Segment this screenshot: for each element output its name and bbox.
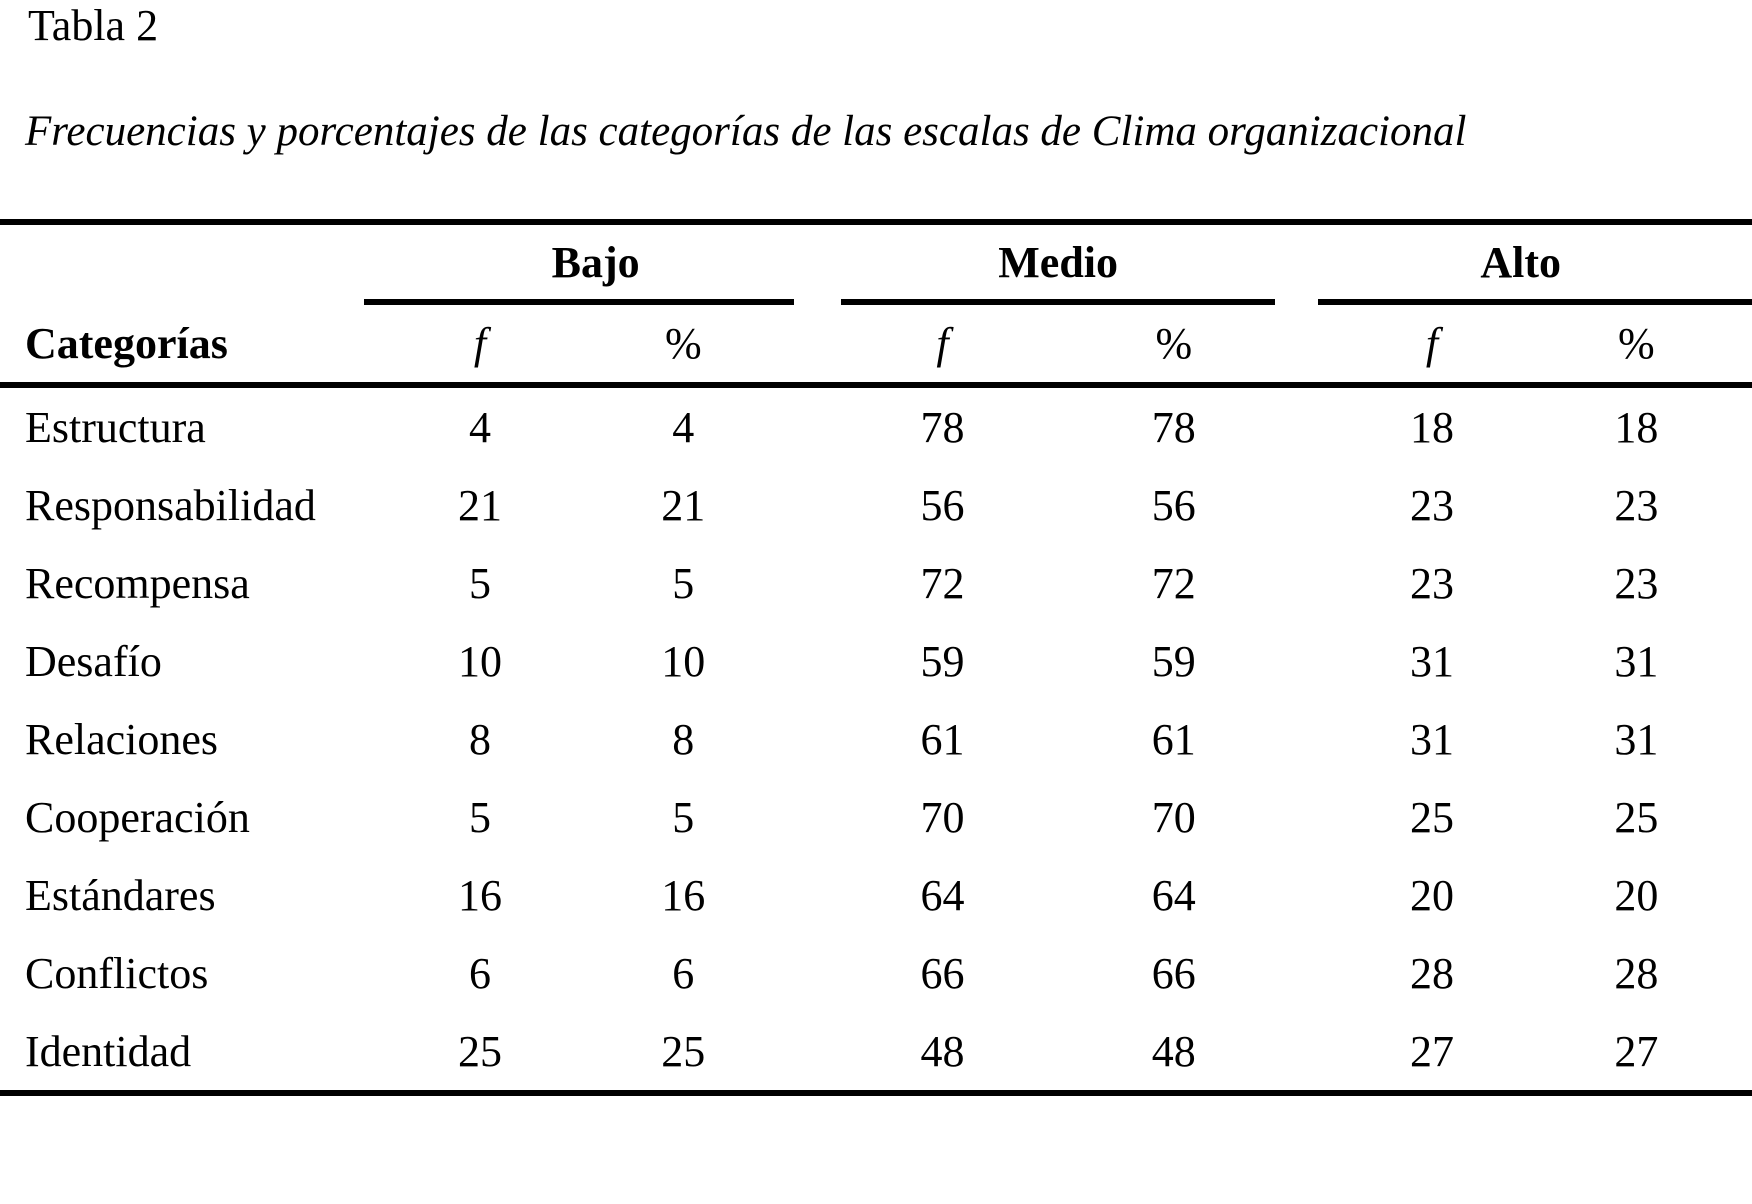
- category-cell: Conflictos: [25, 948, 209, 998]
- table-row: Estructura 4 4 78 78 18 18: [0, 385, 1752, 466]
- value-cell: 25: [661, 1026, 706, 1076]
- value-cell: 28: [1614, 948, 1659, 998]
- value-cell: 21: [661, 480, 706, 530]
- value-cell: 21: [458, 480, 503, 530]
- value-cell: 70: [1151, 792, 1196, 842]
- value-cell: 64: [920, 870, 965, 920]
- value-cell: 18: [1614, 402, 1659, 452]
- value-cell: 61: [1151, 714, 1196, 764]
- value-cell: 16: [661, 870, 706, 920]
- value-cell: 5: [672, 558, 695, 608]
- value-cell: 56: [1151, 480, 1196, 530]
- pct-column-header-bajo: %: [567, 305, 799, 388]
- value-cell: 5: [469, 558, 492, 608]
- value-cell: 4: [672, 402, 695, 452]
- group-label-medio: Medio: [998, 237, 1119, 287]
- group-header-medio: Medio: [827, 222, 1290, 305]
- value-cell: 66: [920, 948, 965, 998]
- category-cell: Relaciones: [25, 714, 219, 764]
- pct-column-header-alto: %: [1520, 305, 1752, 388]
- column-header-row: Categorías f % f % f %: [0, 305, 1752, 388]
- value-cell: 18: [1410, 402, 1455, 452]
- value-cell: 16: [458, 870, 503, 920]
- spanner-rule-alto: [1318, 299, 1752, 305]
- value-cell: 72: [920, 558, 965, 608]
- value-cell: 66: [1151, 948, 1196, 998]
- category-cell: Identidad: [25, 1026, 192, 1076]
- category-cell: Responsabilidad: [25, 480, 316, 530]
- value-cell: 72: [1151, 558, 1196, 608]
- table-number: Tabla 2: [28, 1, 159, 50]
- value-cell: 31: [1614, 636, 1659, 686]
- f-column-header-alto: f: [1316, 305, 1548, 388]
- group-header-row: Bajo Medio Alto: [0, 222, 1752, 305]
- group-header-spacer: [0, 222, 364, 305]
- group-label-alto: Alto: [1480, 237, 1562, 287]
- value-cell: 25: [1614, 792, 1659, 842]
- value-cell: 23: [1410, 480, 1455, 530]
- group-header-alto: Alto: [1289, 222, 1752, 305]
- category-cell: Cooperación: [25, 792, 250, 842]
- f-column-header-medio: f: [826, 305, 1059, 388]
- value-cell: 31: [1614, 714, 1659, 764]
- category-cell: Estándares: [25, 870, 216, 920]
- category-cell: Estructura: [25, 402, 206, 452]
- value-cell: 5: [469, 792, 492, 842]
- value-cell: 23: [1614, 480, 1659, 530]
- value-cell: 8: [672, 714, 695, 764]
- spanner-rule-bajo: [364, 299, 794, 305]
- table-header: Bajo Medio Alto: [0, 222, 1752, 388]
- value-cell: 78: [920, 402, 965, 452]
- value-cell: 56: [920, 480, 965, 530]
- table-title: Frecuencias y porcentajes de las categor…: [25, 108, 1467, 155]
- value-cell: 70: [920, 792, 965, 842]
- category-cell: Recompensa: [25, 558, 250, 608]
- category-cell: Desafío: [25, 636, 162, 686]
- table-row: Recompensa 5 5 72 72 23 23: [0, 544, 1752, 622]
- value-cell: 48: [920, 1026, 965, 1076]
- value-cell: 28: [1410, 948, 1455, 998]
- value-cell: 6: [672, 948, 695, 998]
- value-cell: 27: [1614, 1026, 1659, 1076]
- value-cell: 31: [1410, 714, 1455, 764]
- value-cell: 59: [1151, 636, 1196, 686]
- value-cell: 27: [1410, 1026, 1455, 1076]
- value-cell: 23: [1614, 558, 1659, 608]
- value-cell: 64: [1151, 870, 1196, 920]
- value-cell: 20: [1614, 870, 1659, 920]
- value-cell: 25: [1410, 792, 1455, 842]
- table-row: Conflictos 6 6 66 66 28 28: [0, 934, 1752, 1012]
- category-column-header: Categorías: [0, 305, 365, 388]
- spanner-rule-medio: [840, 299, 1276, 305]
- value-cell: 20: [1410, 870, 1455, 920]
- table-row: Cooperación 5 5 70 70 25 25: [0, 778, 1752, 856]
- value-cell: 10: [661, 636, 706, 686]
- value-cell: 8: [469, 714, 492, 764]
- value-cell: 25: [458, 1026, 503, 1076]
- value-cell: 10: [458, 636, 503, 686]
- pct-column-header-medio: %: [1058, 305, 1290, 388]
- value-cell: 23: [1410, 558, 1455, 608]
- table-row: Estándares 16 16 64 64 20 20: [0, 856, 1752, 934]
- value-cell: 59: [920, 636, 965, 686]
- value-cell: 4: [469, 402, 492, 452]
- value-cell: 5: [672, 792, 695, 842]
- value-cell: 31: [1410, 636, 1455, 686]
- value-cell: 6: [469, 948, 492, 998]
- frequency-table: Bajo Medio Alto: [0, 219, 1752, 1096]
- value-cell: 61: [920, 714, 965, 764]
- group-header-bajo: Bajo: [364, 222, 827, 305]
- table-row: Identidad 25 25 48 48 27 27: [0, 1012, 1752, 1093]
- value-cell: 48: [1151, 1026, 1196, 1076]
- f-column-header-bajo: f: [364, 305, 596, 388]
- value-cell: 78: [1151, 402, 1196, 452]
- table-body: Estructura 4 4 78 78 18 18 Responsabilid…: [0, 385, 1752, 1093]
- group-label-bajo: Bajo: [551, 237, 640, 287]
- table-row: Relaciones 8 8 61 61 31 31: [0, 700, 1752, 778]
- table-row: Responsabilidad 21 21 56 56 23 23: [0, 466, 1752, 544]
- table-row: Desafío 10 10 59 59 31 31: [0, 622, 1752, 700]
